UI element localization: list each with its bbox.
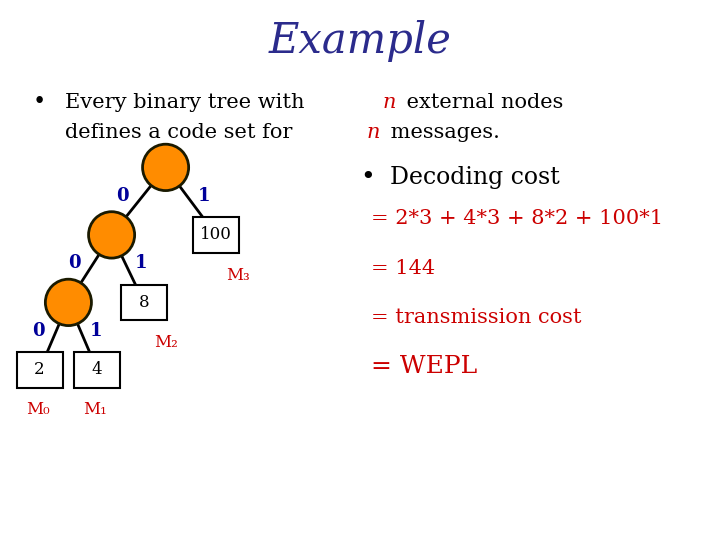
Text: 1: 1 (135, 254, 147, 272)
FancyBboxPatch shape (121, 285, 167, 320)
Text: = 144: = 144 (371, 259, 435, 278)
Text: M₀: M₀ (26, 401, 49, 418)
Text: defines a code set for: defines a code set for (65, 123, 299, 141)
Text: Every binary tree with: Every binary tree with (65, 93, 311, 112)
Text: 1: 1 (89, 322, 102, 340)
Text: •: • (32, 91, 45, 113)
Text: n: n (382, 93, 396, 112)
Ellipse shape (45, 279, 91, 326)
Text: = WEPL: = WEPL (371, 355, 477, 378)
Text: 100: 100 (200, 226, 232, 244)
Text: external nodes: external nodes (400, 93, 563, 112)
Text: M₃: M₃ (226, 267, 249, 284)
Ellipse shape (89, 212, 135, 258)
Text: 1: 1 (197, 187, 210, 205)
Text: 0: 0 (68, 254, 81, 272)
Text: = 2*3 + 4*3 + 8*2 + 100*1: = 2*3 + 4*3 + 8*2 + 100*1 (371, 209, 663, 228)
Text: Decoding cost: Decoding cost (390, 166, 560, 188)
Text: 0: 0 (32, 322, 45, 340)
Text: 2: 2 (35, 361, 45, 379)
Text: = transmission cost: = transmission cost (371, 308, 581, 327)
Text: n: n (366, 123, 380, 141)
Text: 8: 8 (139, 294, 149, 311)
Text: 0: 0 (117, 187, 129, 205)
Text: messages.: messages. (384, 123, 500, 141)
Text: 4: 4 (92, 361, 102, 379)
Text: •: • (360, 166, 374, 188)
Text: M₁: M₁ (84, 401, 107, 418)
FancyBboxPatch shape (17, 352, 63, 388)
Text: Example: Example (269, 19, 451, 62)
Ellipse shape (143, 144, 189, 191)
FancyBboxPatch shape (193, 217, 239, 253)
Text: M₂: M₂ (154, 334, 177, 350)
FancyBboxPatch shape (74, 352, 120, 388)
